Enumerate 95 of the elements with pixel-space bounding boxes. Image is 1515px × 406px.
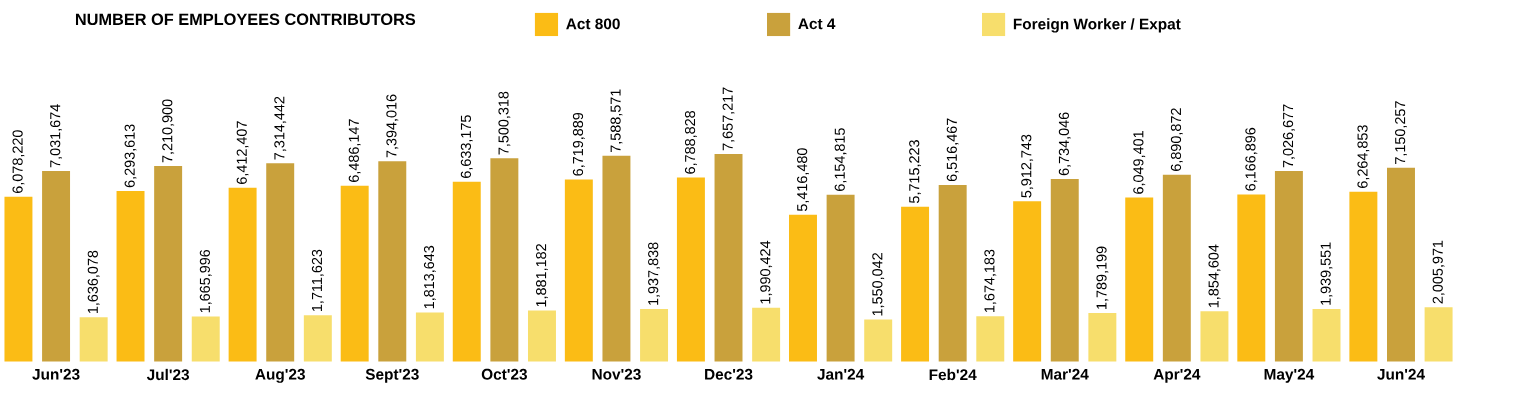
- bar: [452, 181, 481, 362]
- data-label: 1,937,838: [648, 242, 660, 305]
- data-label: 6,293,613: [124, 124, 137, 188]
- bar: [1088, 313, 1117, 362]
- data-label: 6,734,046: [1058, 112, 1071, 176]
- bar: [79, 317, 108, 362]
- bar: [826, 194, 855, 362]
- bar: [976, 316, 1005, 362]
- data-label: 6,719,889: [572, 112, 585, 176]
- bar: [602, 155, 631, 362]
- x-tick-label: Apr'24: [1153, 368, 1201, 383]
- data-label: 6,486,147: [348, 119, 361, 182]
- data-label: 5,715,223: [909, 140, 922, 203]
- data-label: 6,788,828: [684, 111, 697, 174]
- data-label: 7,588,571: [610, 89, 623, 153]
- data-label: 7,026,677: [1282, 104, 1295, 168]
- data-label: 7,394,016: [386, 94, 399, 158]
- data-label: 7,150,257: [1395, 101, 1407, 164]
- bar: [154, 166, 183, 362]
- bar: [490, 158, 519, 362]
- x-tick-label: Jul'23: [146, 368, 190, 381]
- bar: [564, 179, 593, 362]
- bar: [191, 316, 220, 362]
- data-label: 5,912,743: [1021, 134, 1034, 198]
- data-label: 1,990,424: [760, 240, 773, 304]
- data-label: 1,854,604: [1208, 244, 1221, 308]
- data-label: 6,166,896: [1245, 127, 1258, 191]
- chart-title: NUMBER OF EMPLOYEES CONTRIBUTORS: [75, 13, 416, 26]
- data-label: 6,890,872: [1170, 108, 1183, 171]
- x-tick-label: Jan'24: [817, 368, 865, 380]
- data-label: 7,210,900: [162, 99, 175, 163]
- x-tick-label: Dec'23: [705, 368, 753, 380]
- bar: [1312, 309, 1341, 362]
- data-label: 1,711,623: [311, 249, 324, 312]
- x-tick-label: Jun'23: [32, 368, 80, 380]
- data-label: 6,049,401: [1133, 131, 1146, 194]
- data-label: 7,314,442: [274, 96, 287, 160]
- data-label: 1,636,078: [87, 250, 100, 314]
- bar: [1162, 174, 1191, 362]
- data-label: 1,665,996: [199, 249, 212, 313]
- data-label: 2,005,971: [1432, 240, 1445, 304]
- x-tick-label: Nov'23: [592, 368, 641, 380]
- data-label: 1,550,042: [872, 253, 885, 316]
- x-tick-label: Oct'23: [481, 368, 527, 380]
- data-label: 6,412,407: [236, 121, 249, 184]
- bar: [4, 196, 33, 362]
- bar: [415, 312, 444, 362]
- legend-label: Foreign Worker / Expat: [1013, 18, 1181, 33]
- bar: [1013, 201, 1042, 362]
- bar: [266, 163, 295, 362]
- bar: [714, 154, 743, 362]
- bar: [864, 319, 893, 362]
- data-label: 7,657,217: [722, 87, 735, 151]
- bar: [340, 185, 369, 362]
- x-tick-label: Jun'24: [1377, 368, 1425, 380]
- data-label: 6,633,175: [460, 115, 473, 178]
- bar: [901, 206, 930, 362]
- x-tick-label: Sept'23: [365, 368, 419, 383]
- bar: [789, 214, 817, 362]
- bar: [1125, 197, 1154, 362]
- bar: [527, 310, 556, 362]
- data-label: 6,078,220: [12, 130, 25, 193]
- data-label: 7,500,318: [498, 91, 511, 155]
- data-label: 6,154,815: [834, 128, 847, 191]
- x-tick-label: May'24: [1264, 368, 1315, 383]
- data-label: 5,416,480: [797, 148, 809, 212]
- bar: [1200, 311, 1229, 362]
- bar: [116, 190, 145, 362]
- x-tick-label: Feb'24: [929, 368, 977, 381]
- bar: [378, 161, 407, 362]
- data-label: 7,031,674: [50, 104, 63, 168]
- data-label: 1,939,551: [1320, 242, 1333, 305]
- bar: [1050, 179, 1079, 362]
- bar: [1237, 194, 1266, 362]
- data-label: 1,674,183: [984, 249, 997, 313]
- x-tick-label: Mar'24: [1041, 368, 1089, 380]
- data-label: 6,516,467: [946, 118, 959, 182]
- legend-label: Act 4: [798, 18, 836, 30]
- bar: [1387, 167, 1415, 362]
- bar: [303, 315, 332, 362]
- data-label: 1,813,643: [423, 245, 436, 309]
- bar: [1424, 307, 1453, 362]
- bar: [228, 187, 257, 362]
- x-tick-label: Aug'23: [255, 368, 305, 383]
- data-label: 1,789,199: [1096, 246, 1109, 309]
- data-label: 6,264,853: [1357, 125, 1370, 188]
- bar: [1274, 171, 1303, 362]
- data-label: 1,881,182: [536, 244, 548, 307]
- bar: [938, 184, 967, 362]
- legend-label: Act 800: [566, 18, 620, 30]
- bar: [676, 177, 705, 362]
- bar: [640, 309, 669, 362]
- bar: [42, 170, 71, 362]
- bar: [1349, 191, 1378, 362]
- bar: [752, 307, 781, 362]
